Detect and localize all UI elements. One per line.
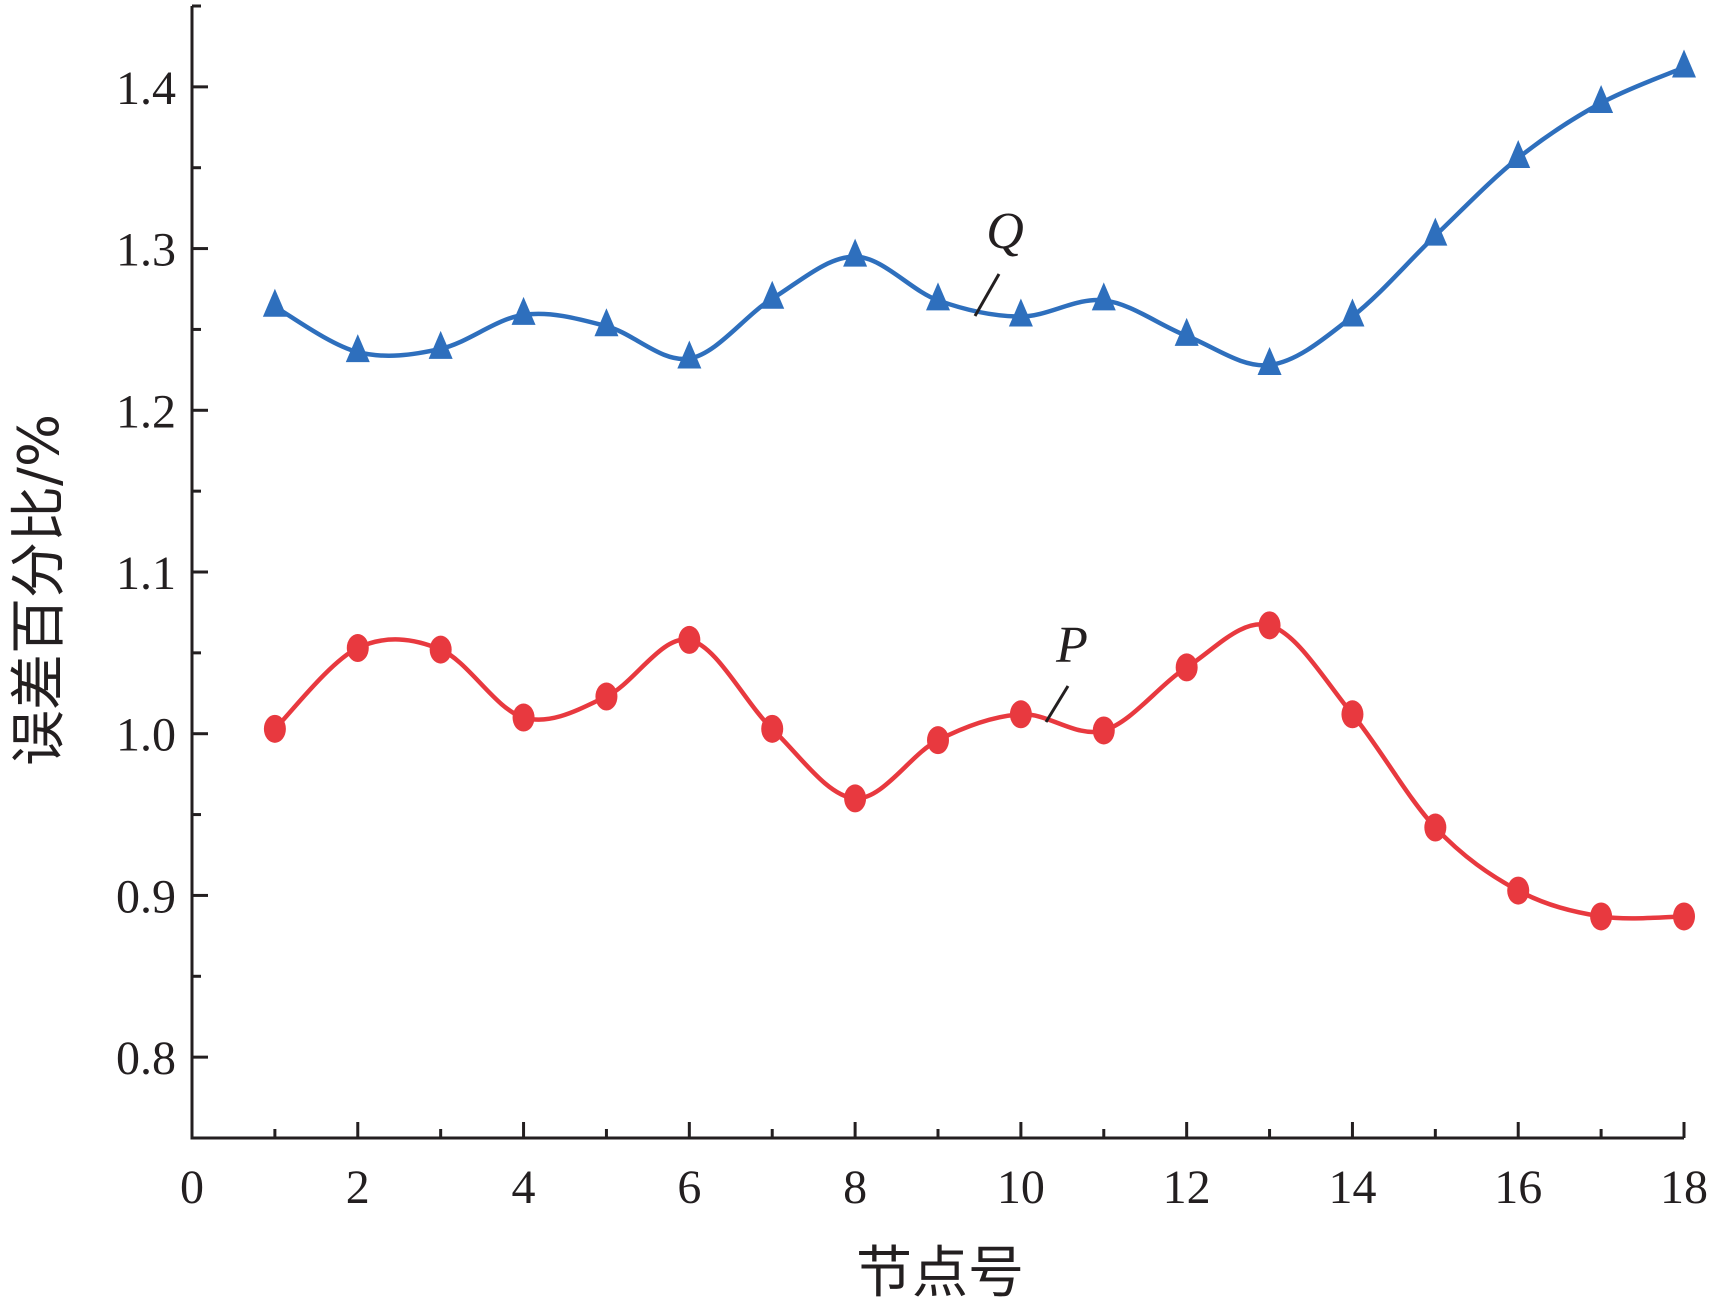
series-label-leader-Q	[973, 273, 1001, 317]
point-Q-5	[594, 308, 619, 337]
point-P-2	[346, 634, 369, 663]
point-Q-3	[428, 330, 453, 359]
x-tick-label-2: 2	[346, 1161, 370, 1214]
x-tick-label-18: 18	[1660, 1161, 1708, 1214]
series-label-Q: Q	[986, 203, 1024, 260]
point-P-10	[1009, 700, 1032, 729]
x-tick-label-12: 12	[1163, 1161, 1211, 1214]
series-label-P: P	[1055, 617, 1088, 674]
y-tick-label-0.9: 0.9	[116, 870, 176, 923]
point-P-14	[1341, 700, 1364, 729]
point-Q-8	[843, 238, 868, 267]
x-tick-label-14: 14	[1328, 1161, 1376, 1214]
point-P-3	[429, 635, 452, 664]
point-P-16	[1507, 876, 1530, 905]
y-tick-label-1.1: 1.1	[116, 547, 176, 600]
point-Q-15	[1423, 217, 1448, 246]
y-tick-label-1.2: 1.2	[116, 385, 176, 438]
y-tick-label-1.4: 1.4	[116, 62, 176, 115]
point-Q-16	[1506, 140, 1531, 169]
point-Q-1	[262, 288, 287, 317]
x-tick-label-10: 10	[997, 1161, 1045, 1214]
y-tick-label-0.8: 0.8	[116, 1032, 176, 1085]
point-P-8	[844, 784, 867, 813]
point-P-4	[512, 703, 535, 732]
point-Q-17	[1589, 85, 1614, 114]
point-P-5	[595, 682, 618, 711]
point-P-11	[1092, 716, 1115, 745]
point-P-12	[1175, 653, 1198, 682]
point-Q-6	[677, 340, 702, 369]
labels: QP	[973, 203, 1088, 723]
point-Q-11	[1091, 282, 1116, 311]
x-axis-title: 节点号	[856, 1241, 1024, 1306]
point-P-13	[1258, 611, 1281, 640]
x-tick-label-0: 0	[180, 1161, 204, 1214]
markers	[262, 49, 1696, 931]
y-axis-title: 误差百分比/%	[7, 414, 72, 766]
point-P-18	[1673, 902, 1695, 931]
point-P-7	[761, 714, 784, 743]
point-P-1	[263, 714, 286, 743]
y-tick-label-1.0: 1.0	[116, 709, 176, 762]
point-Q-14	[1340, 298, 1365, 327]
point-Q-12	[1174, 317, 1199, 346]
point-Q-2	[345, 334, 370, 363]
axes: 0 2 4 6 8 10 12 14 16 18 0.8 0.9 1.0 1.1 1.2 1.3 1.4	[116, 4, 1708, 1214]
point-Q-13	[1257, 347, 1282, 376]
point-P-9	[927, 726, 949, 755]
y-tick-label-1.3: 1.3	[116, 224, 176, 277]
point-P-6	[678, 625, 701, 654]
x-tick-label-4: 4	[512, 1161, 536, 1214]
x-tick-label-8: 8	[843, 1161, 867, 1214]
series-line-P	[273, 621, 1685, 921]
series-line-Q	[273, 65, 1685, 368]
point-Q-18	[1672, 49, 1696, 78]
x-tick-label-16: 16	[1494, 1161, 1542, 1214]
series-lines	[273, 65, 1685, 921]
series-label-leader-P	[1044, 685, 1070, 723]
point-Q-10	[1008, 298, 1033, 327]
point-Q-7	[760, 280, 785, 309]
point-Q-4	[511, 296, 536, 325]
x-tick-label-6: 6	[677, 1161, 701, 1214]
point-Q-9	[926, 282, 950, 311]
point-P-15	[1424, 813, 1447, 842]
point-P-17	[1590, 902, 1613, 931]
